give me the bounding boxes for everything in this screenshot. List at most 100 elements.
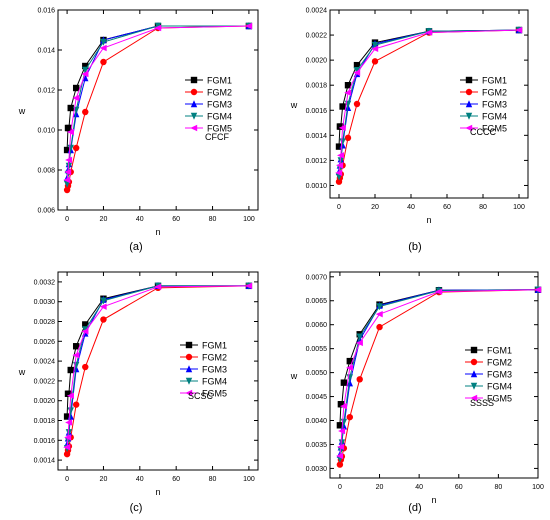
legend-label: FGM3 xyxy=(482,100,507,110)
data-point xyxy=(65,124,73,132)
legend-label: FGM5 xyxy=(207,124,232,134)
x-tick-label: 100 xyxy=(532,484,544,491)
legend-label: FGM4 xyxy=(482,112,507,122)
data-point xyxy=(99,44,107,52)
y-tick-label: 0.0016 xyxy=(34,438,56,445)
data-point xyxy=(100,58,107,66)
data-point xyxy=(339,103,346,110)
panel-caption: (c) xyxy=(130,502,143,514)
boundary-condition-label: SCSC xyxy=(188,391,214,401)
data-point xyxy=(100,38,107,46)
y-tick-label: 0.0018 xyxy=(34,418,56,425)
data-point xyxy=(340,402,348,410)
y-tick-label: 0.0055 xyxy=(306,346,328,353)
y-tick-label: 0.0035 xyxy=(306,442,328,449)
data-point xyxy=(340,379,348,386)
y-tick-label: 0.016 xyxy=(37,8,55,15)
data-point xyxy=(336,452,344,460)
y-tick-label: 0.0020 xyxy=(34,398,56,405)
y-tick-label: 0.0022 xyxy=(34,378,56,385)
data-point xyxy=(344,134,352,142)
legend-label: FGM2 xyxy=(202,353,227,363)
data-point xyxy=(356,376,363,383)
data-point xyxy=(346,364,354,372)
y-axis-label: w xyxy=(18,367,26,377)
data-point xyxy=(375,310,383,318)
legend-marker xyxy=(465,88,473,96)
data-point xyxy=(534,286,542,293)
data-point xyxy=(335,169,343,177)
data-point xyxy=(82,62,89,70)
legend-marker xyxy=(470,382,478,390)
data-point xyxy=(63,444,71,451)
data-point xyxy=(376,303,383,311)
legend-marker xyxy=(465,124,473,132)
legend-label: FGM5 xyxy=(202,389,227,399)
x-tick-label: 60 xyxy=(172,216,180,223)
data-point xyxy=(65,419,73,426)
data-point xyxy=(336,422,344,429)
legend-label: FGM3 xyxy=(202,365,227,375)
data-point xyxy=(66,128,74,136)
legend-marker xyxy=(465,112,473,120)
panel-caption: (d) xyxy=(408,502,421,514)
legend-marker xyxy=(190,88,198,96)
x-tick-label: 20 xyxy=(100,216,108,223)
chart-panel: 0 20 40 60 80 100 0.006 0.008 0.010 0.012 0.014 0.0… xyxy=(18,8,259,253)
legend-marker xyxy=(185,389,193,397)
x-axis-label: n xyxy=(155,227,160,237)
data-point xyxy=(338,401,346,408)
data-point xyxy=(72,144,80,152)
data-point xyxy=(154,24,162,32)
legend-label: FGM4 xyxy=(202,377,227,387)
y-tick-label: 0.012 xyxy=(37,88,55,95)
y-tick-label: 0.010 xyxy=(37,128,55,135)
x-tick-label: 20 xyxy=(100,476,108,483)
x-axis-label: n xyxy=(426,215,431,225)
legend-label: FGM2 xyxy=(482,88,507,98)
x-tick-label: 100 xyxy=(243,216,255,223)
data-point xyxy=(67,366,74,374)
data-point xyxy=(99,303,107,310)
data-point xyxy=(338,427,346,435)
data-point xyxy=(355,339,363,347)
boundary-condition-label: CCCC xyxy=(470,127,496,137)
data-point xyxy=(245,22,253,30)
data-point xyxy=(353,61,361,69)
x-tick-label: 40 xyxy=(136,476,144,483)
data-point xyxy=(63,180,71,188)
y-tick-label: 0.0022 xyxy=(306,33,328,40)
data-point xyxy=(67,407,74,415)
y-tick-label: 0.0014 xyxy=(306,133,328,140)
x-tick-label: 80 xyxy=(494,484,502,491)
legend-marker xyxy=(190,112,198,120)
x-tick-label: 60 xyxy=(443,204,451,211)
legend-marker xyxy=(470,394,478,402)
data-point xyxy=(63,413,71,420)
y-tick-label: 0.0065 xyxy=(306,298,328,305)
data-point xyxy=(82,321,89,328)
data-point xyxy=(353,100,361,108)
y-tick-label: 0.006 xyxy=(37,208,55,215)
data-point xyxy=(335,143,343,150)
data-point xyxy=(72,84,80,92)
y-tick-label: 0.0030 xyxy=(306,466,328,473)
y-tick-label: 0.0050 xyxy=(306,370,328,377)
x-axis-label: n xyxy=(155,487,160,497)
x-tick-label: 0 xyxy=(65,216,69,223)
legend-label: FGM1 xyxy=(482,76,507,86)
data-point xyxy=(65,390,73,397)
data-point xyxy=(81,328,89,335)
legend-marker xyxy=(470,370,478,378)
legend-marker xyxy=(185,341,193,349)
legend-label: FGM1 xyxy=(202,341,227,351)
data-point xyxy=(346,379,354,387)
y-tick-label: 0.0030 xyxy=(34,299,56,306)
y-axis-label: w xyxy=(18,106,26,116)
data-point xyxy=(338,439,346,447)
y-tick-label: 0.0040 xyxy=(306,418,328,425)
data-point xyxy=(100,316,107,323)
y-axis-label: w xyxy=(290,100,298,110)
legend-label: FGM2 xyxy=(487,358,512,368)
